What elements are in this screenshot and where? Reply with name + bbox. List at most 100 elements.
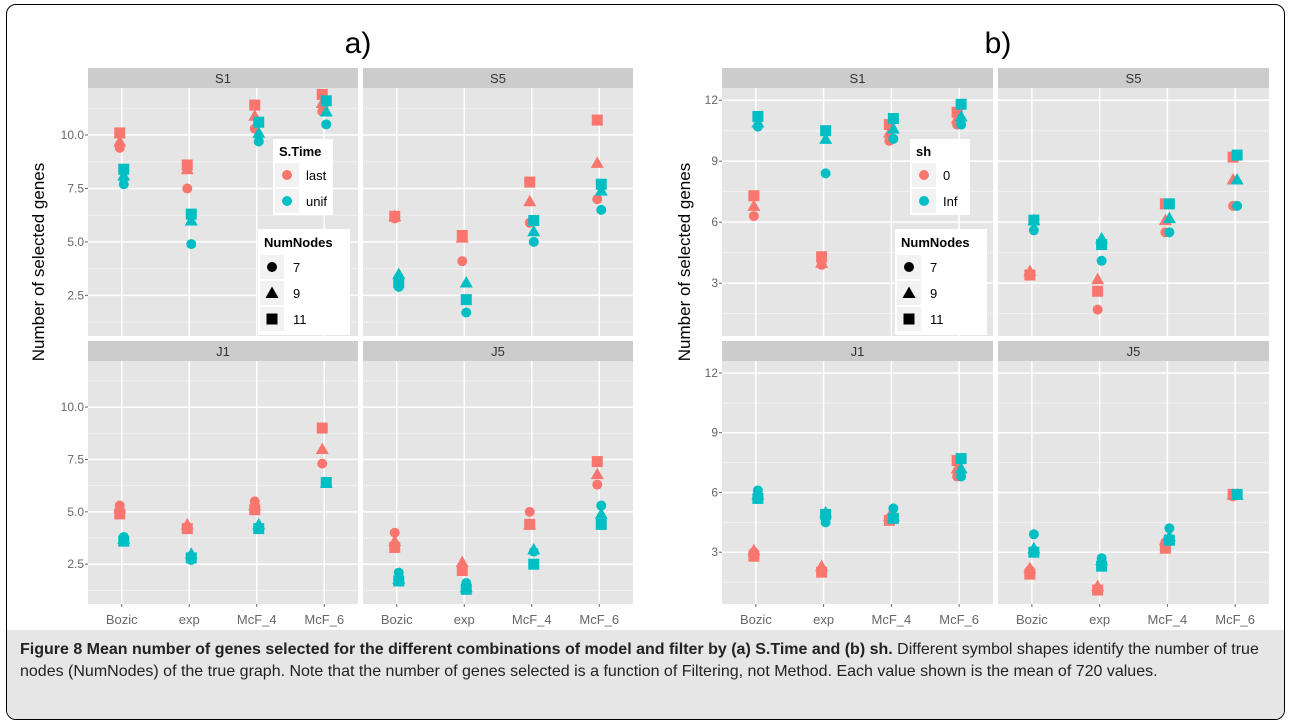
data-point (1024, 269, 1036, 281)
data-point (319, 105, 333, 117)
data-point (592, 194, 603, 205)
data-point (182, 183, 193, 194)
data-point (752, 492, 764, 504)
data-point (528, 558, 540, 570)
data-point (1230, 172, 1244, 185)
x-tick-label: exp (1089, 612, 1110, 627)
data-point (954, 462, 968, 474)
caption-title: Figure 8 Mean number of genes selected f… (20, 641, 893, 658)
facet-strip-label: J5 (1127, 344, 1141, 359)
y-tick-label: 3 (711, 276, 718, 290)
facet-strip-label: S5 (490, 71, 506, 86)
caption-body: Different symbol shapes identify the num… (20, 641, 1259, 680)
data-point (523, 194, 537, 207)
y-tick-label: 12 (705, 366, 719, 380)
data-point (320, 477, 332, 488)
data-point (595, 518, 607, 530)
color-legend-label: Inf (943, 194, 958, 209)
y-tick-label: 10.0 (61, 128, 85, 142)
y-tick-label: 2.5 (67, 557, 84, 571)
data-point (461, 307, 472, 318)
facet-strip-label: J1 (216, 344, 230, 359)
x-tick-label: McF_6 (304, 612, 344, 627)
data-point (185, 208, 197, 220)
y-axis-label: Number of selected genes (675, 163, 694, 361)
data-point (528, 215, 540, 227)
x-tick-label: Bozic (106, 612, 138, 627)
color-legend-key (282, 196, 292, 206)
data-point (820, 168, 831, 179)
shape-legend-title: NumNodes (901, 235, 970, 250)
shape-legend-label: 9 (930, 286, 937, 301)
y-axis-label: Number of selected genes (29, 163, 48, 361)
data-point (1231, 488, 1243, 500)
color-legend-title: S.Time (279, 144, 321, 159)
data-point (113, 134, 127, 147)
data-point (591, 456, 603, 468)
data-point (1163, 534, 1175, 546)
data-point (459, 276, 473, 288)
data-point (389, 541, 401, 553)
color-legend-label: unif (306, 194, 327, 209)
x-tick-label: exp (454, 612, 475, 627)
data-point (1096, 255, 1107, 266)
data-point (595, 178, 607, 190)
facet-strip-label: S5 (1126, 71, 1142, 86)
data-point (596, 204, 607, 215)
data-point (592, 479, 603, 490)
data-point (455, 555, 469, 568)
data-point (1091, 272, 1105, 285)
data-point (1028, 214, 1040, 226)
data-point (888, 503, 899, 514)
data-point (594, 507, 608, 519)
data-point (1164, 523, 1175, 534)
shape-legend-key (266, 313, 278, 325)
data-point (316, 88, 328, 100)
y-tick-label: 3 (711, 545, 718, 559)
x-tick-label: McF_4 (237, 612, 277, 627)
data-point (955, 98, 967, 110)
facet-strip (88, 68, 358, 88)
data-point (456, 230, 468, 242)
x-tick-label: exp (179, 612, 200, 627)
data-point (389, 527, 400, 538)
data-point (117, 169, 131, 181)
data-point (888, 133, 899, 144)
data-point (460, 583, 472, 595)
data-point (253, 523, 265, 535)
data-point (184, 214, 198, 226)
figure-frame (6, 4, 1285, 720)
data-point (1092, 584, 1104, 596)
data-point (528, 236, 539, 247)
panel-background (88, 361, 358, 604)
y-tick-label: 5.0 (67, 235, 84, 249)
data-point (524, 176, 536, 188)
data-point (457, 256, 468, 267)
x-tick-label: Bozic (381, 612, 413, 627)
data-point (591, 114, 603, 126)
data-point (321, 119, 332, 130)
panel-background (363, 361, 633, 604)
y-tick-label: 9 (711, 154, 718, 168)
color-legend-title: sh (916, 144, 931, 159)
y-tick-label: 9 (711, 426, 718, 440)
facet-strip (998, 341, 1269, 361)
x-tick-label: McF_4 (512, 612, 552, 627)
x-tick-label: McF_4 (872, 612, 912, 627)
data-point (956, 119, 967, 130)
facet-strip-label: S1 (850, 71, 866, 86)
data-point (1096, 560, 1108, 572)
data-point (392, 267, 406, 279)
shape-legend-key (902, 286, 916, 298)
data-point (1092, 304, 1103, 315)
data-point (887, 512, 899, 524)
data-point (954, 109, 968, 122)
data-point (114, 127, 126, 139)
x-tick-label: Bozic (1016, 612, 1048, 627)
color-legend-key (919, 196, 929, 206)
data-point (748, 211, 759, 222)
data-point (317, 458, 328, 469)
data-point (951, 106, 963, 118)
data-point (320, 95, 332, 107)
x-tick-label: exp (813, 612, 834, 627)
